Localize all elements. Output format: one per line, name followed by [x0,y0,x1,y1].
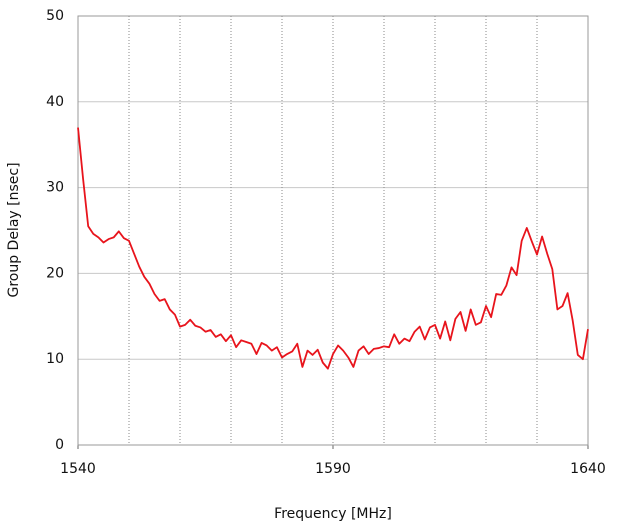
y-tick-label: 40 [46,94,64,110]
data-line [77,127,589,370]
y-tick-label: 50 [46,8,64,24]
y-axis-label: Group Delay [nsec] [6,162,22,297]
x-tick-label: 1540 [60,461,96,477]
y-tick-label: 10 [46,351,64,367]
y-tick-label: 0 [55,437,64,453]
y-tick-label: 20 [46,265,64,281]
x-axis-label: Frequency [MHz] [274,506,392,522]
x-tick-label: 1640 [570,461,606,477]
plot-frame [77,15,589,446]
x-tick-label: 1590 [315,461,351,477]
y-tick-label: 30 [46,180,64,196]
